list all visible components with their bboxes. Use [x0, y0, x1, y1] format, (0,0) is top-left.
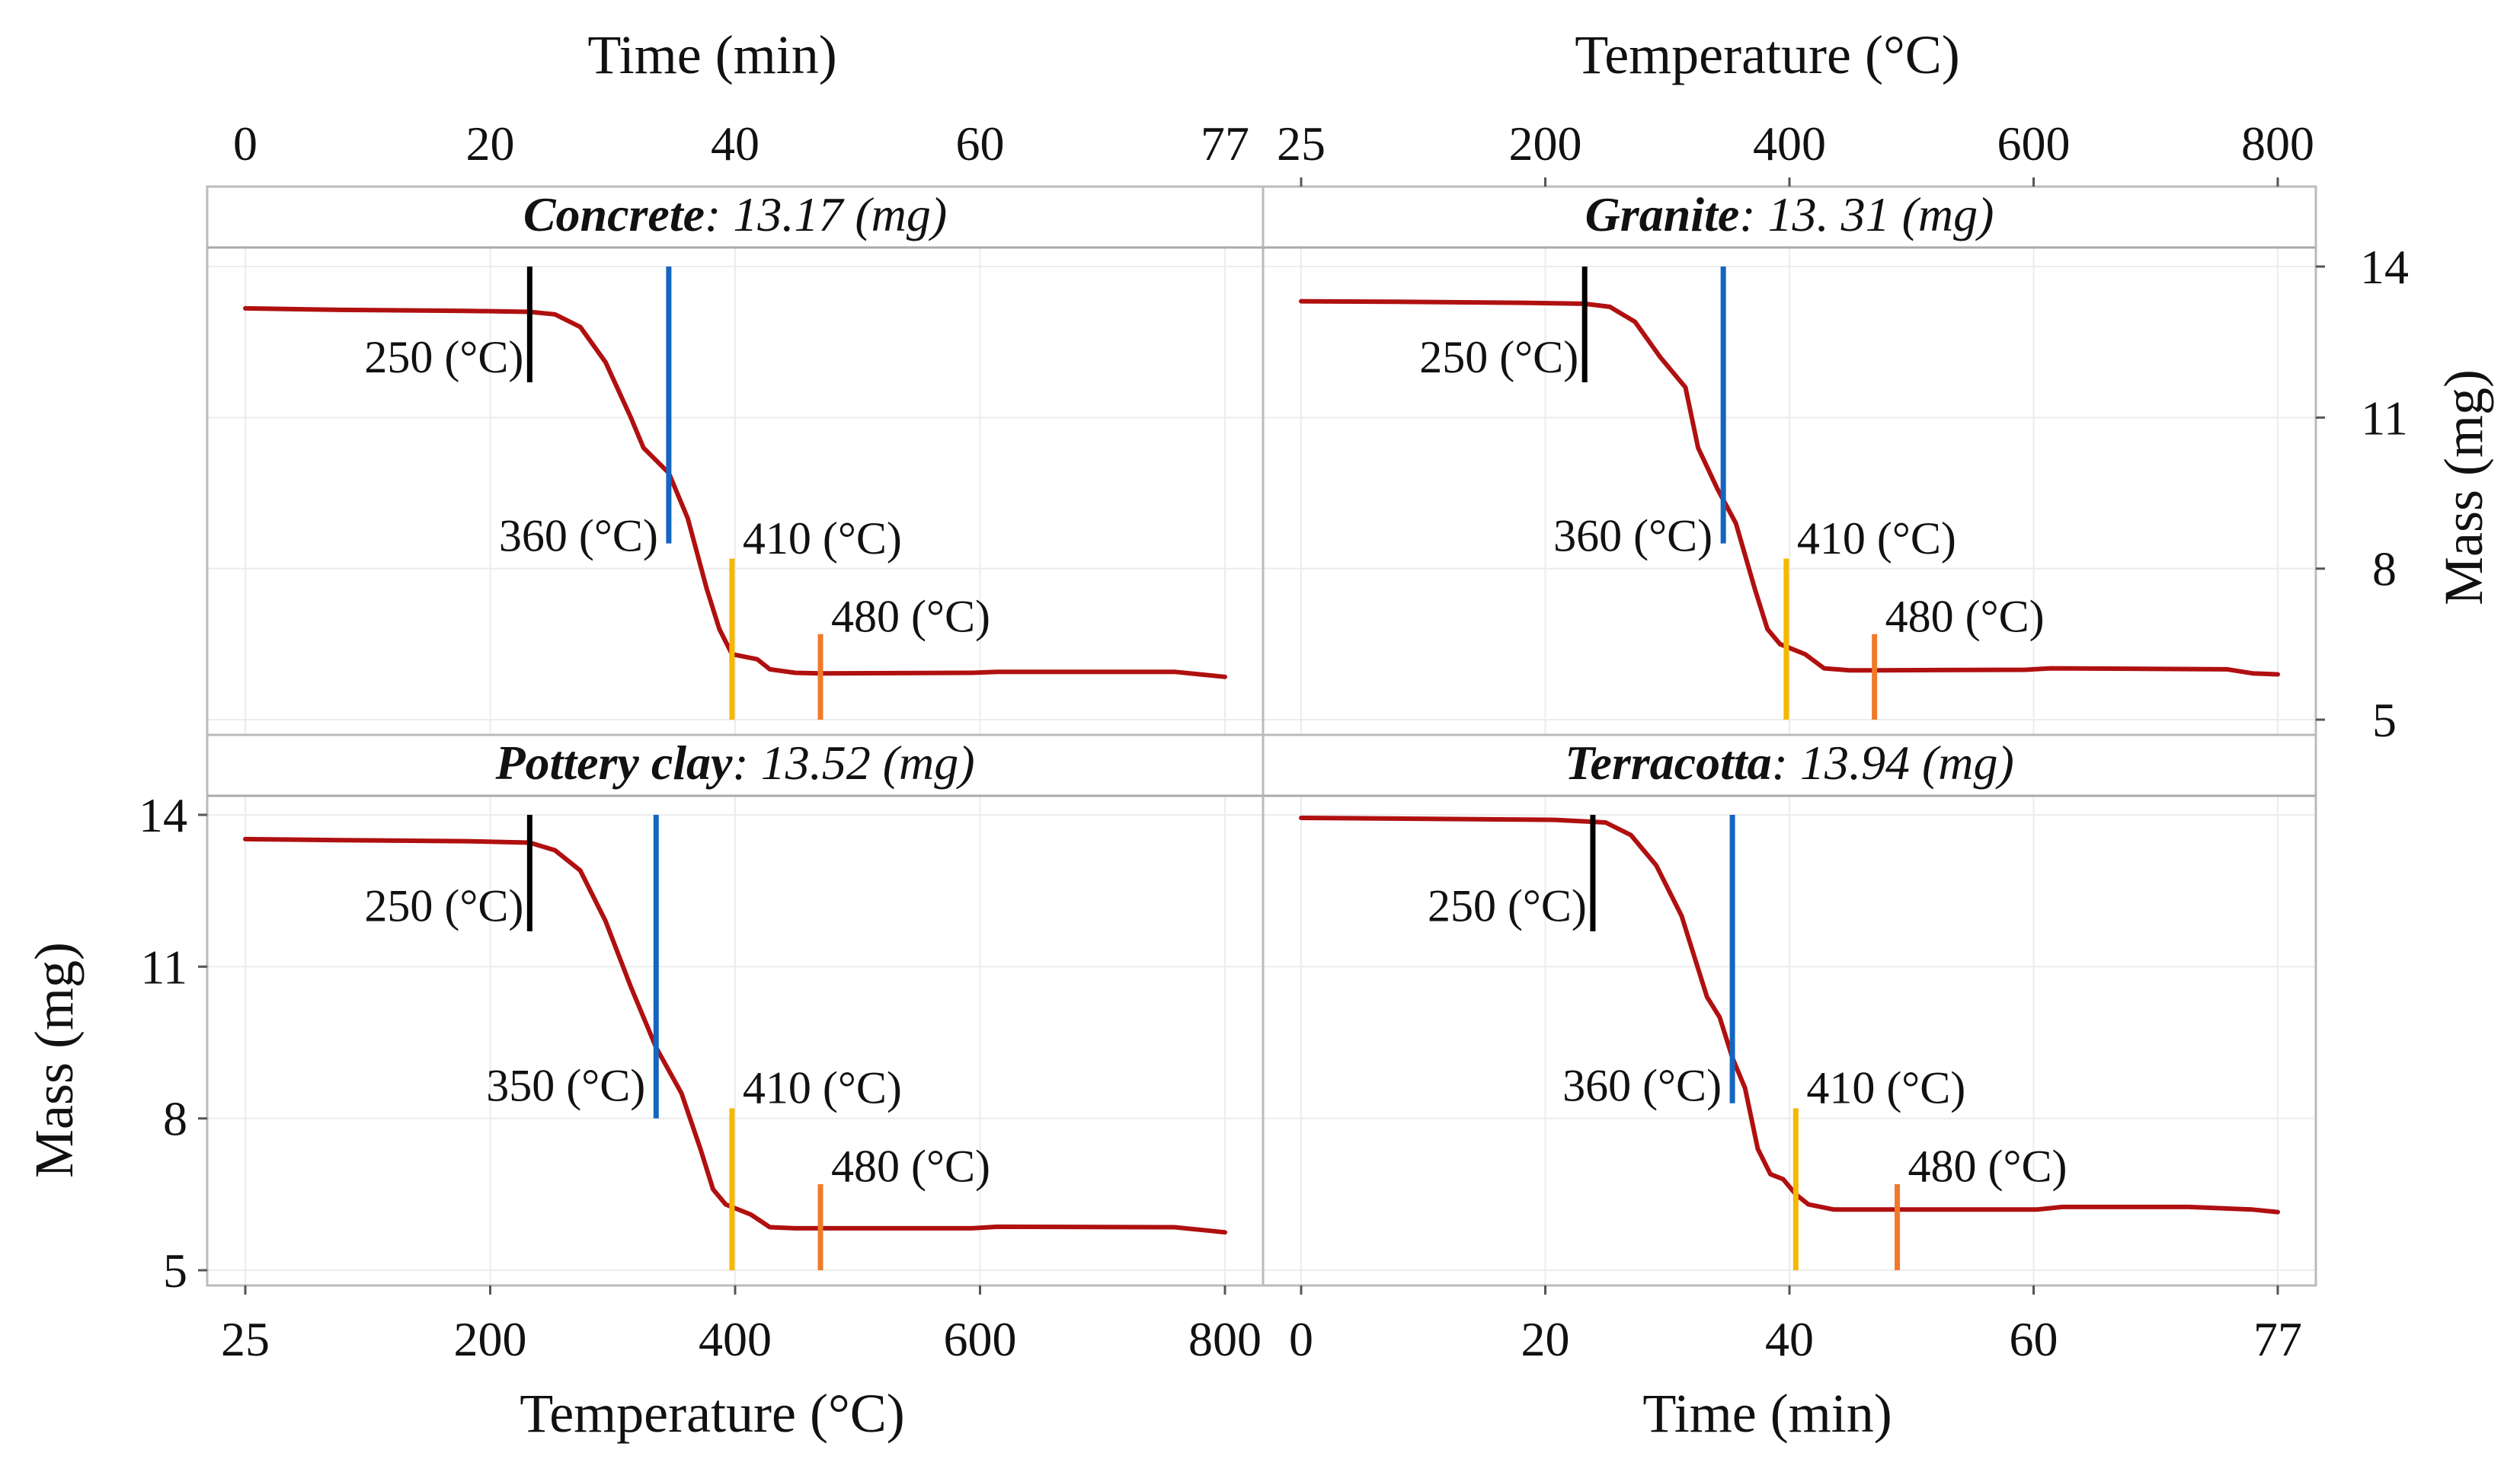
bottom-left-panel: Pottery clay: 13.52 (mg) 250 (°C) 350 (°C)…	[139, 733, 1265, 1366]
panel-title-name: Pottery clay	[494, 736, 733, 790]
top-left-axis-title: Time (min)	[587, 24, 836, 85]
marker-label-3: 410 (°C)	[1797, 513, 1956, 564]
top-right-axis-title: Temperature (°C)	[1575, 24, 1960, 85]
top-axis-tick-label: 60	[956, 117, 1005, 171]
marker-label-1: 250 (°C)	[1419, 332, 1578, 382]
bottom-left-axis-title: Temperature (°C)	[520, 1383, 905, 1444]
y-tick-label: 5	[163, 1244, 187, 1298]
marker-label-2: 360 (°C)	[1553, 511, 1713, 561]
x-tick-label: 200	[454, 1312, 527, 1366]
x-tick-label: 800	[2241, 117, 2314, 171]
y-tick-label: 14	[2360, 240, 2409, 294]
top-axis-tick-label: 77	[1201, 117, 1249, 171]
panel-title-name: Concrete	[523, 187, 705, 241]
x-tick-label: 800	[1188, 1312, 1262, 1366]
x-tick-label: 400	[1753, 117, 1826, 171]
x-tick-label: 77	[2253, 1312, 2302, 1366]
y-tick-label: 8	[2372, 542, 2397, 596]
panel-title: Granite: 13. 31 (mg)	[1585, 187, 1994, 241]
panel-title-name: Terracotta	[1565, 736, 1771, 790]
top-axis-tick-label: 20	[466, 117, 515, 171]
panel-title-mass: : 13.94 (mg)	[1772, 736, 2014, 790]
marker-label-4: 480 (°C)	[1908, 1142, 2067, 1192]
panel-title-mass: : 13. 31 (mg)	[1739, 187, 1994, 241]
bottom-right-panel: Terracotta: 13.94 (mg) 250 (°C) 360 (°C) 41…	[1262, 733, 2317, 1366]
x-tick-label: 600	[944, 1312, 1017, 1366]
x-tick-label: 400	[699, 1312, 772, 1366]
x-tick-label: 20	[1521, 1312, 1570, 1366]
marker-label-2: 360 (°C)	[1562, 1060, 1722, 1110]
left-axis-title: Mass (mg)	[24, 942, 85, 1178]
marker-label-3: 410 (°C)	[1806, 1063, 1965, 1113]
y-tick-label: 8	[163, 1092, 187, 1146]
marker-label-4: 480 (°C)	[831, 591, 990, 641]
bottom-right-axis-title: Time (min)	[1642, 1383, 1892, 1444]
y-tick-label: 11	[140, 940, 187, 994]
y-tick-label: 14	[139, 788, 187, 842]
x-tick-label: 600	[1997, 117, 2071, 171]
panel-title: Terracotta: 13.94 (mg)	[1565, 736, 2014, 790]
facet-panels: Concrete: 13.17 (mg) 250 (°C) 360 (°C) 410 …	[139, 117, 2409, 1366]
y-tick-label: 11	[2361, 391, 2408, 445]
right-axis-title: Mass (mg)	[2433, 369, 2494, 605]
panel-title-name: Granite	[1585, 187, 1740, 241]
x-tick-label: 60	[2010, 1312, 2058, 1366]
marker-label-4: 480 (°C)	[831, 1142, 990, 1192]
top-left-panel: Concrete: 13.17 (mg) 250 (°C) 360 (°C) 410 …	[206, 117, 1265, 736]
marker-label-3: 410 (°C)	[743, 513, 902, 564]
x-tick-label: 25	[1277, 117, 1326, 171]
marker-label-1: 250 (°C)	[364, 332, 523, 382]
marker-label-4: 480 (°C)	[1885, 591, 2045, 641]
marker-label-1: 250 (°C)	[364, 881, 523, 931]
y-tick-label: 5	[2372, 693, 2397, 747]
panel-title-mass: : 13.17 (mg)	[705, 187, 947, 241]
marker-label-2: 360 (°C)	[499, 511, 658, 561]
mass-curve	[1299, 816, 2280, 1215]
marker-label-1: 250 (°C)	[1428, 881, 1587, 931]
panel-title: Pottery clay: 13.52 (mg)	[494, 736, 974, 790]
top-axis-tick-label: 40	[711, 117, 760, 171]
panel-title-mass: : 13.52 (mg)	[732, 736, 974, 790]
mass-curve	[1299, 299, 2280, 677]
top-right-panel: Granite: 13. 31 (mg) 250 (°C) 360 (°C) 410 …	[1262, 117, 2409, 747]
x-tick-label: 0	[1289, 1312, 1313, 1366]
mass-curve	[243, 836, 1227, 1235]
x-tick-label: 40	[1765, 1312, 1814, 1366]
top-axis-tick-label: 0	[233, 117, 257, 171]
marker-label-2: 350 (°C)	[486, 1060, 645, 1110]
marker-label-3: 410 (°C)	[743, 1063, 902, 1113]
x-tick-label: 25	[221, 1312, 270, 1366]
mass-curve	[243, 305, 1227, 679]
x-tick-label: 200	[1509, 117, 1582, 171]
panel-title: Concrete: 13.17 (mg)	[523, 187, 947, 241]
